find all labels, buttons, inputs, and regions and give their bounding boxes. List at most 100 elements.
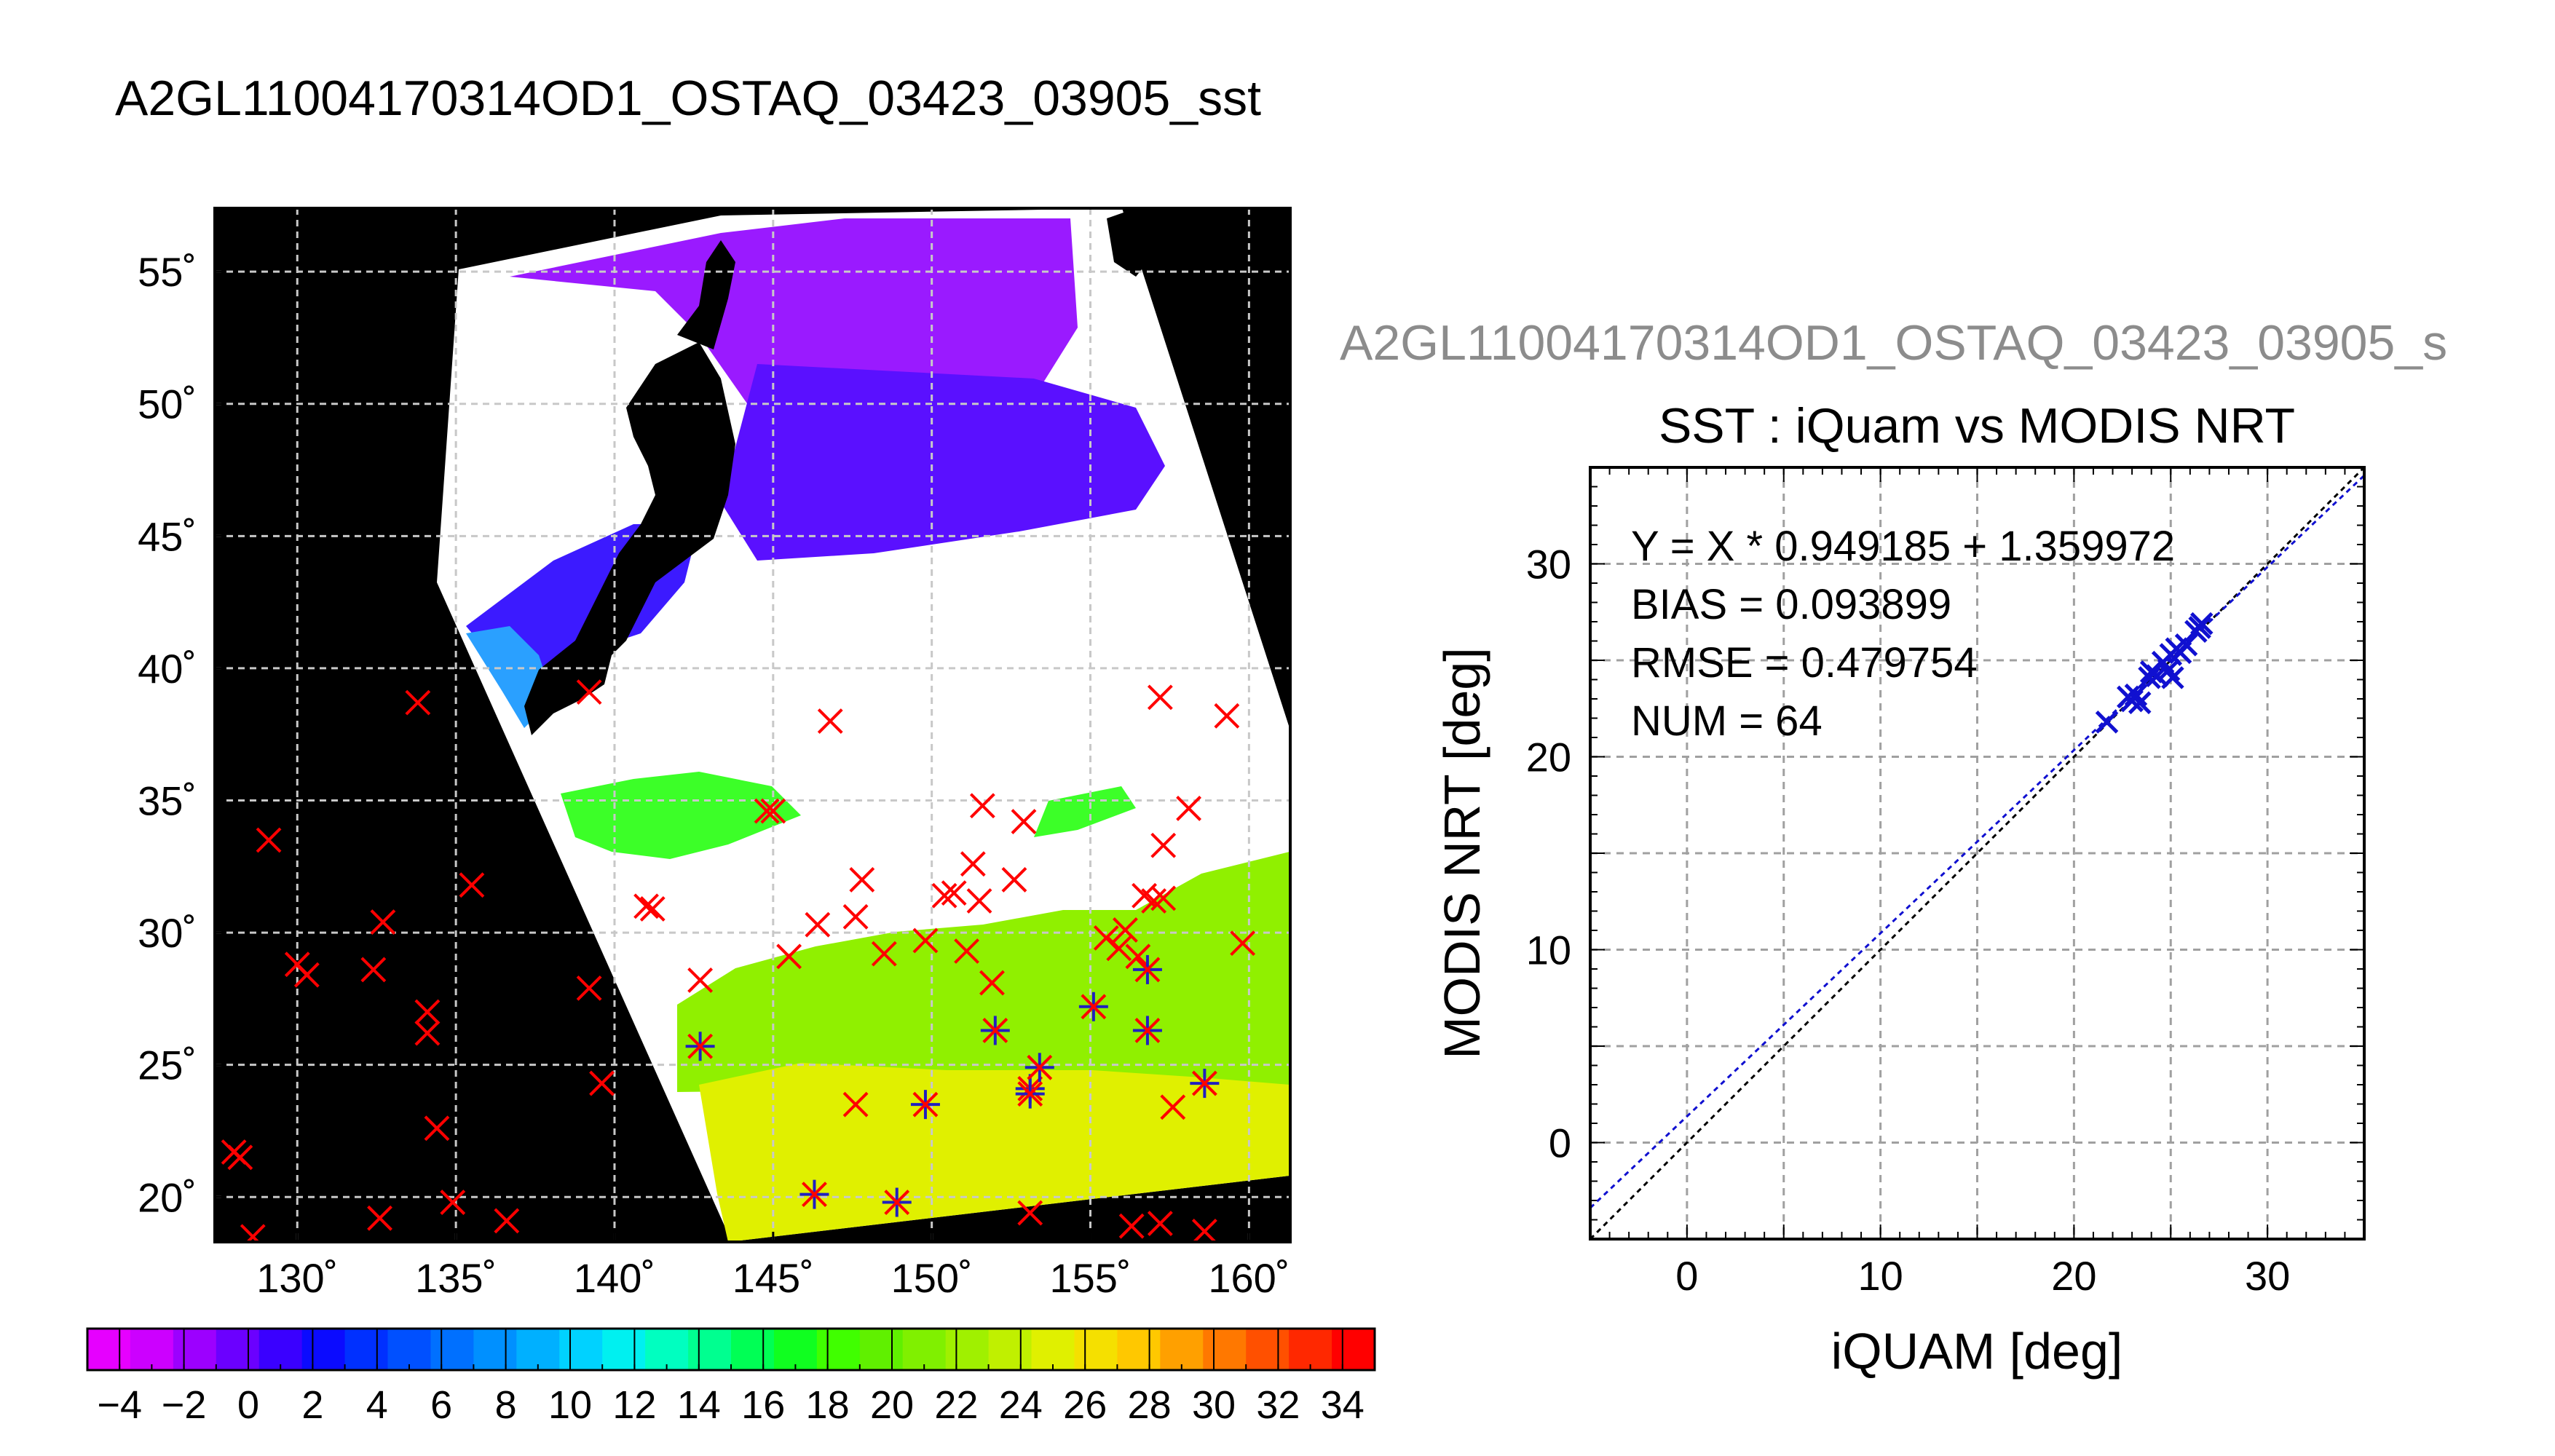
buoy-marker-red	[240, 1224, 266, 1242]
colorbar-swatch	[816, 1329, 861, 1370]
buoy-marker-red-stroke	[1214, 703, 1240, 729]
matched-marker-cross	[802, 1182, 827, 1208]
buoy-marker-red-stroke	[256, 827, 282, 853]
map-lon-label: 140˚	[574, 1255, 655, 1301]
buoy-marker-matched	[1190, 1069, 1220, 1099]
scatter-plot: SST : iQuam vs MODIS NRT 0 10 20 300102030 …	[1434, 398, 2366, 1380]
buoy-marker-red	[754, 798, 780, 824]
scatter-point-stroke	[2174, 633, 2198, 657]
y-axis-label: MODIS NRT [deg]	[1434, 647, 1490, 1059]
colorbar-swatch	[859, 1329, 904, 1370]
colorbar-label: 30	[1192, 1383, 1236, 1427]
buoy-marker-red-stroke	[1150, 885, 1177, 911]
buoy-marker-matched	[980, 1016, 1010, 1045]
identity-line	[1590, 467, 2364, 1239]
buoy-marker-red	[1160, 1094, 1186, 1120]
map-frame	[213, 207, 1292, 1243]
colorbar-swatch	[559, 1329, 603, 1370]
colorbar: −4 −2 0 2 4 6 8 10 12 14 16 18 20 22 24 26 28 30 32 34	[86, 1327, 1376, 1427]
buoy-marker-red	[842, 903, 869, 930]
buoy-marker-red	[494, 1208, 520, 1234]
buoy-marker-red-stroke	[414, 1020, 441, 1046]
matched-marker-cross	[884, 1190, 910, 1215]
buoy-marker-red	[776, 943, 802, 970]
buoy-marker-red	[1093, 925, 1119, 951]
buoy-marker-red	[1125, 943, 1151, 970]
land-japan	[524, 342, 735, 735]
buoy-marker-red-stroke	[639, 895, 666, 922]
colorbar-swatch	[301, 1329, 346, 1370]
buoy-marker-matched	[799, 1179, 829, 1209]
buoy-marker-red-stroke	[1113, 917, 1138, 943]
buoy-marker-red	[912, 927, 939, 954]
colorbar-label: 22	[934, 1383, 978, 1427]
buoy-marker-red-stroke	[817, 708, 843, 734]
buoy-marker-red	[639, 895, 666, 922]
buoy-marker-red	[221, 1139, 247, 1165]
buoy-marker-red-stroke	[979, 970, 1005, 996]
matched-marker-cross-stroke	[1081, 994, 1107, 1020]
colorbar-swatch	[945, 1329, 990, 1370]
scatter-file-title: A2GL11004170314OD1_OSTAQ_03423_03905_s	[1340, 315, 2448, 371]
matched-marker-cross-stroke	[1027, 1054, 1053, 1080]
buoy-marker-red-stroke	[1141, 888, 1167, 914]
scatter-point-stroke	[2095, 711, 2119, 734]
buoy-marker-red-stroke	[842, 1091, 869, 1117]
sst-region-temperate-green-east	[1034, 786, 1136, 837]
page-title: A2GL11004170314OD1_OSTAQ_03423_03905_sst	[115, 71, 1261, 126]
sst-region-temperate-green	[561, 772, 801, 859]
map-lat-label: 45˚	[138, 513, 197, 559]
matched-marker-cross-stroke	[1017, 1081, 1043, 1107]
buoy-marker-red-stroke	[405, 689, 431, 716]
buoy-marker-red-stroke	[1176, 795, 1201, 821]
scatter-x-tick-label: 30	[2245, 1253, 2290, 1299]
buoy-marker-matched	[1078, 992, 1108, 1021]
buoy-marker-red	[1141, 888, 1167, 914]
map-lat-label: 55˚	[138, 249, 197, 295]
colorbar-swatch	[387, 1329, 432, 1370]
buoy-marker-red-stroke	[1017, 1200, 1043, 1226]
buoy-marker-red-stroke	[367, 1205, 392, 1231]
bias-annotation: BIAS = 0.093899	[1631, 581, 1951, 628]
colorbar-swatch	[87, 1329, 131, 1370]
scatter-point	[2095, 711, 2119, 734]
colorbar-label: 26	[1063, 1383, 1107, 1427]
buoy-marker-red	[1106, 935, 1132, 962]
map-lon-label: 135˚	[415, 1255, 497, 1301]
buoy-marker-red	[367, 1205, 392, 1231]
buoy-marker-red	[960, 851, 986, 877]
buoy-marker-red	[687, 968, 714, 993]
buoy-marker-red-stroke	[1147, 684, 1173, 711]
map-lat-label: 30˚	[138, 910, 197, 956]
matched-marker-cross	[1134, 957, 1161, 983]
matched-marker-cross-stroke	[982, 1018, 1008, 1043]
scatter-x-tick-label: 0	[1675, 1253, 1698, 1299]
buoy-marker-red	[1150, 832, 1177, 858]
buoy-marker-red-stroke	[245, 1224, 266, 1242]
colorbar-label: 20	[870, 1383, 914, 1427]
colorbar-swatch	[216, 1329, 260, 1370]
buoy-marker-red-stroke	[1160, 1094, 1186, 1120]
buoy-marker-red	[941, 880, 967, 906]
buoy-marker-red-stroke	[1011, 809, 1037, 834]
buoy-marker-red-stroke	[931, 882, 957, 909]
matched-marker-cross-stroke	[802, 1182, 827, 1208]
sst-map: 130˚ 135˚ 140˚ 145˚ 150˚ 155˚ 160˚ 20˚ 25˚ 30˚ 35˚…	[138, 207, 1292, 1301]
buoy-markers	[221, 679, 1256, 1242]
scatter-point-stroke	[2161, 666, 2184, 689]
colorbar-label: 0	[237, 1383, 259, 1427]
buoy-marker-red	[979, 970, 1005, 996]
colorbar-label: 2	[301, 1383, 323, 1427]
scatter-y-tick-label: 10	[1526, 927, 1571, 973]
buoy-marker-red-stroke	[494, 1208, 520, 1234]
fit-equation: Y = X * 0.949185 + 1.359972	[1631, 523, 2175, 570]
colorbar-swatch	[1160, 1329, 1204, 1370]
matched-marker-cross-stroke	[687, 1033, 714, 1059]
x-axis-label: iQUAM [deg]	[1831, 1323, 2123, 1380]
scatter-point	[2128, 691, 2152, 715]
buoy-marker-red-stroke	[360, 957, 387, 983]
land-kamchatka	[1107, 208, 1165, 277]
buoy-marker-red	[1214, 703, 1240, 729]
buoy-marker-red-stroke	[912, 927, 939, 954]
